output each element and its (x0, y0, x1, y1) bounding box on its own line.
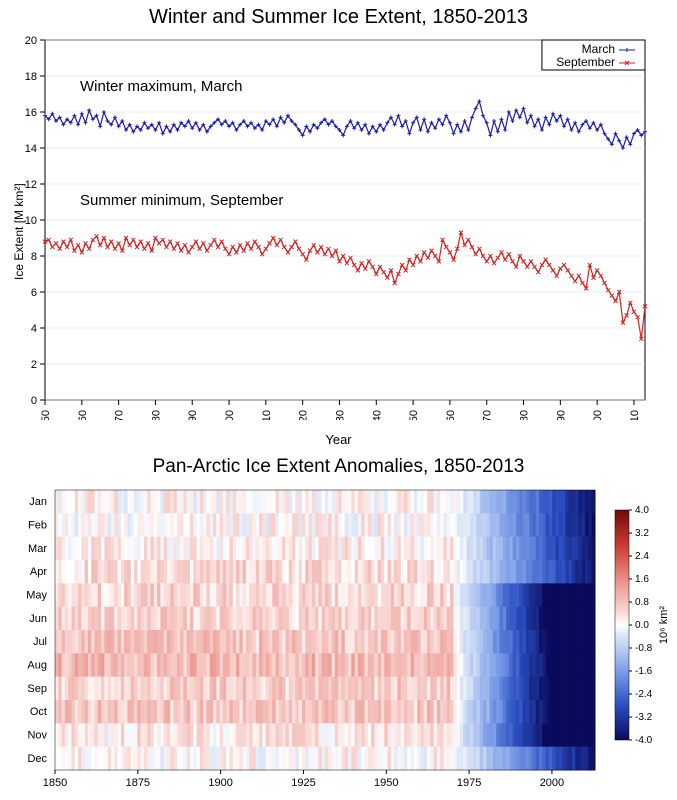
svg-text:-3.2: -3.2 (635, 712, 653, 723)
svg-text:1850: 1850 (43, 777, 67, 789)
svg-text:-2.4: -2.4 (635, 689, 653, 700)
svg-text:May: May (26, 590, 47, 602)
svg-text:1940: 1940 (371, 410, 383, 420)
svg-text:16: 16 (25, 107, 37, 119)
svg-text:Oct: Oct (30, 706, 47, 718)
svg-text:1850: 1850 (40, 410, 52, 420)
svg-text:1880: 1880 (150, 410, 162, 420)
svg-text:September: September (556, 55, 615, 69)
line-chart-ylabel: Ice Extent [M km²] (12, 183, 26, 280)
svg-text:4: 4 (31, 323, 37, 335)
annotation-winter: Winter maximum, March (80, 78, 243, 95)
svg-text:Nov: Nov (27, 730, 47, 742)
svg-text:1870: 1870 (114, 410, 126, 420)
svg-text:1950: 1950 (408, 410, 420, 420)
svg-text:-4.0: -4.0 (635, 735, 653, 746)
svg-text:Jul: Jul (33, 636, 47, 648)
svg-text:3.2: 3.2 (635, 528, 649, 539)
svg-text:0.0: 0.0 (635, 620, 649, 631)
svg-text:Jan: Jan (29, 496, 47, 508)
svg-text:18: 18 (25, 71, 37, 83)
svg-text:2000: 2000 (592, 410, 604, 420)
svg-text:1930: 1930 (334, 410, 346, 420)
svg-text:10: 10 (25, 215, 37, 227)
svg-text:2000: 2000 (540, 777, 564, 789)
svg-text:1.6: 1.6 (635, 574, 649, 585)
svg-text:2: 2 (31, 359, 37, 371)
svg-text:10⁶ km²: 10⁶ km² (658, 606, 670, 644)
heatmap: Jan Feb Mar Apr May Jun Jul Aug Sep Oct Nov Dec 1850… (0, 470, 677, 800)
svg-text:1960: 1960 (445, 410, 457, 420)
svg-text:1990: 1990 (555, 410, 567, 420)
line-chart: 0 2 4 6 8 10 12 14 16 18 20 1850 1860 1870 1880 1890 190… (0, 0, 677, 420)
svg-text:0.8: 0.8 (635, 597, 649, 608)
svg-text:-0.8: -0.8 (635, 643, 653, 654)
svg-text:March: March (582, 42, 615, 56)
svg-text:8: 8 (31, 251, 37, 263)
svg-text:-1.6: -1.6 (635, 666, 653, 677)
svg-text:Jun: Jun (29, 613, 47, 625)
svg-text:6: 6 (31, 287, 37, 299)
svg-text:1900: 1900 (208, 777, 232, 789)
line-chart-xlabel: Year (0, 432, 677, 447)
svg-text:1890: 1890 (187, 410, 199, 420)
svg-text:1875: 1875 (126, 777, 150, 789)
svg-text:20: 20 (25, 35, 37, 47)
svg-text:1925: 1925 (291, 777, 315, 789)
svg-text:1900: 1900 (224, 410, 236, 420)
svg-text:1860: 1860 (77, 410, 89, 420)
svg-text:1950: 1950 (374, 777, 398, 789)
svg-text:14: 14 (25, 143, 37, 155)
svg-text:12: 12 (25, 179, 37, 191)
svg-text:0: 0 (31, 395, 37, 407)
annotation-summer: Summer minimum, September (80, 192, 283, 209)
svg-text:2010: 2010 (629, 410, 641, 420)
svg-text:Sep: Sep (27, 683, 47, 695)
svg-text:1920: 1920 (298, 410, 310, 420)
svg-text:Aug: Aug (27, 660, 47, 672)
svg-text:1975: 1975 (457, 777, 481, 789)
svg-text:1980: 1980 (519, 410, 531, 420)
svg-text:Apr: Apr (30, 566, 47, 578)
svg-text:4.0: 4.0 (635, 505, 649, 516)
svg-text:Feb: Feb (28, 520, 47, 532)
svg-text:1970: 1970 (482, 410, 494, 420)
svg-text:Dec: Dec (27, 753, 47, 765)
svg-text:Mar: Mar (28, 543, 47, 555)
svg-text:1910: 1910 (261, 410, 273, 420)
svg-text:2.4: 2.4 (635, 551, 649, 562)
